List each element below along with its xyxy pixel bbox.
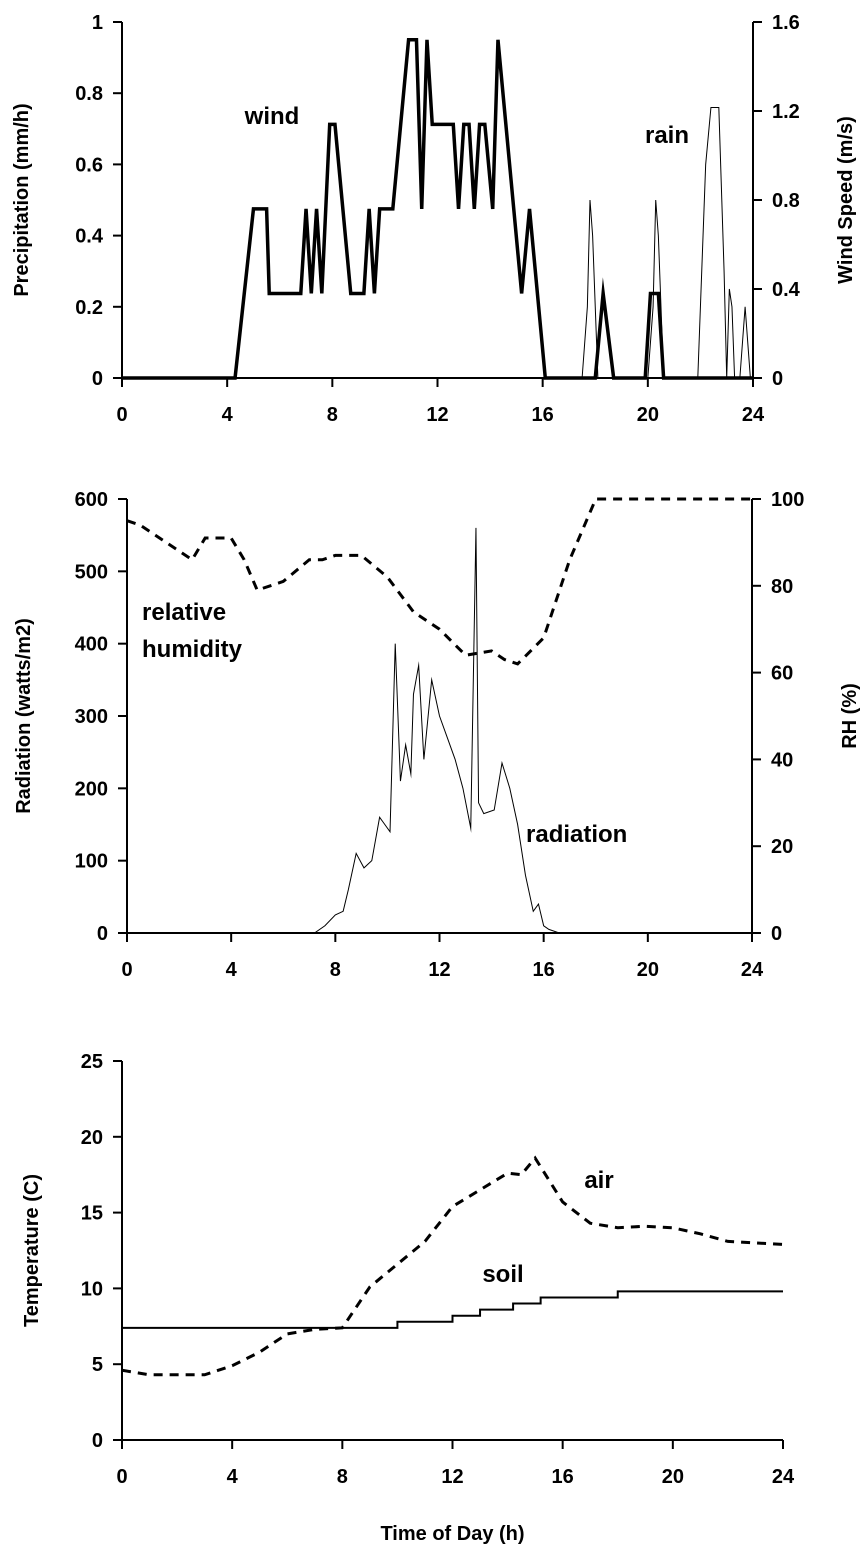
annotation-rain: rain bbox=[645, 122, 689, 149]
x-tick-label: 16 bbox=[532, 404, 554, 426]
chart-panel-3 bbox=[113, 1060, 784, 1449]
x-tick-label: 16 bbox=[533, 959, 555, 981]
series-line-wind bbox=[122, 38, 753, 380]
left-tick-label: 0.6 bbox=[75, 154, 103, 176]
x-tick-label: 20 bbox=[637, 959, 659, 981]
annotation-wind: wind bbox=[244, 103, 300, 130]
x-tick-label: 12 bbox=[428, 959, 450, 981]
right-tick-label: 80 bbox=[771, 576, 793, 598]
annotation-rh-line1: relative bbox=[142, 599, 226, 626]
series-line-radiation bbox=[127, 527, 752, 934]
right-axis-label: RH (%) bbox=[839, 683, 861, 749]
x-tick-label: 24 bbox=[742, 404, 765, 426]
x-tick-label: 16 bbox=[552, 1466, 574, 1488]
chart-panel-1 bbox=[113, 21, 762, 387]
x-tick-label: 0 bbox=[116, 1466, 127, 1488]
left-tick-label: 15 bbox=[81, 1203, 103, 1225]
x-tick-label: 0 bbox=[121, 959, 132, 981]
x-axis-label: Time of Day (h) bbox=[380, 1523, 524, 1545]
left-tick-label: 5 bbox=[92, 1354, 103, 1376]
left-tick-label: 400 bbox=[75, 634, 108, 656]
right-tick-label: 0 bbox=[772, 368, 783, 390]
x-tick-label: 4 bbox=[227, 1466, 239, 1488]
right-tick-label: 100 bbox=[771, 489, 804, 511]
x-tick-label: 4 bbox=[226, 959, 238, 981]
series-line-relative-humidity bbox=[126, 497, 752, 666]
left-tick-label: 200 bbox=[75, 778, 108, 800]
left-tick-label: 10 bbox=[81, 1278, 103, 1300]
x-tick-label: 8 bbox=[330, 959, 341, 981]
left-tick-label: 0 bbox=[92, 1430, 103, 1452]
right-tick-label: 0.4 bbox=[772, 279, 801, 301]
series-line-soil bbox=[122, 1290, 783, 1329]
annotation-air: air bbox=[584, 1167, 613, 1194]
x-tick-label: 4 bbox=[222, 404, 234, 426]
left-tick-label: 100 bbox=[75, 851, 108, 873]
annotation-rh-line2: humidity bbox=[142, 636, 243, 663]
left-tick-label: 20 bbox=[81, 1127, 103, 1149]
right-tick-label: 1.6 bbox=[772, 12, 800, 34]
x-tick-label: 0 bbox=[116, 404, 127, 426]
series-line-air bbox=[121, 1155, 784, 1377]
left-tick-label: 0.8 bbox=[75, 83, 103, 105]
series-line-rain bbox=[581, 106, 751, 379]
right-tick-label: 1.2 bbox=[772, 101, 800, 123]
left-axis-label: Temperature (C) bbox=[21, 1174, 43, 1327]
left-tick-label: 1 bbox=[92, 12, 103, 34]
left-tick-label: 300 bbox=[75, 706, 108, 728]
left-tick-label: 0 bbox=[97, 923, 108, 945]
left-tick-label: 600 bbox=[75, 489, 108, 511]
x-tick-label: 12 bbox=[426, 404, 448, 426]
right-axis-label: Wind Speed (m/s) bbox=[835, 116, 857, 284]
annotation-soil: soil bbox=[482, 1261, 523, 1288]
right-tick-label: 0.8 bbox=[772, 190, 800, 212]
left-tick-label: 500 bbox=[75, 561, 108, 583]
right-tick-label: 0 bbox=[771, 923, 782, 945]
right-tick-label: 20 bbox=[771, 836, 793, 858]
x-tick-label: 8 bbox=[337, 1466, 348, 1488]
left-tick-label: 0.2 bbox=[75, 297, 103, 319]
left-tick-label: 0.4 bbox=[75, 226, 104, 248]
x-tick-label: 12 bbox=[441, 1466, 463, 1488]
chart-panel-2 bbox=[118, 497, 761, 942]
left-axis-label: Radiation (watts/m2) bbox=[13, 618, 35, 814]
left-tick-label: 25 bbox=[81, 1051, 103, 1073]
x-tick-label: 8 bbox=[327, 404, 338, 426]
x-tick-label: 24 bbox=[741, 959, 764, 981]
left-axis-label: Precipitation (mm/h) bbox=[11, 103, 33, 296]
x-tick-label: 24 bbox=[772, 1466, 795, 1488]
x-tick-label: 20 bbox=[637, 404, 659, 426]
left-tick-label: 0 bbox=[92, 368, 103, 390]
x-tick-label: 20 bbox=[662, 1466, 684, 1488]
annotation-radiation: radiation bbox=[526, 821, 627, 848]
right-tick-label: 60 bbox=[771, 663, 793, 685]
right-tick-label: 40 bbox=[771, 749, 793, 771]
